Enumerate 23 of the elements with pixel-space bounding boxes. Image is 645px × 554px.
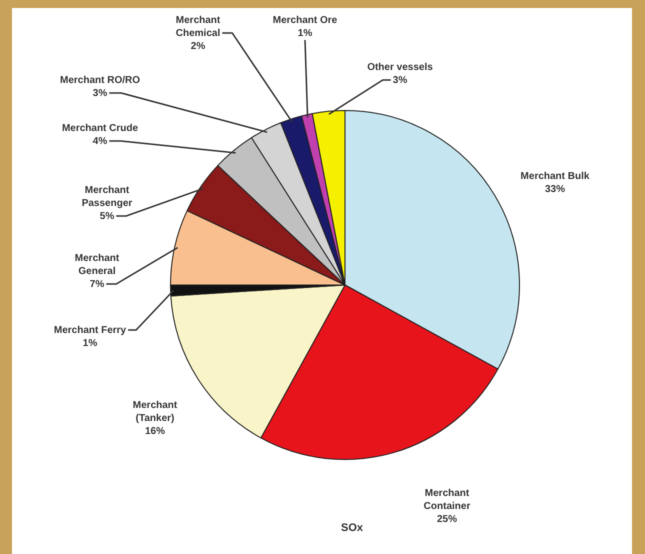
slice-label: Merchant Crude [62,122,138,134]
text: SOx [340,522,364,534]
slice-label: Merchant Bulk [520,170,590,182]
slice-label: Merchant (Tanker) [132,400,178,424]
slice-label: Other vessels [367,62,434,73]
data-label: 3% [392,74,408,86]
data-label: 2% [190,40,206,52]
data-label: 1% [82,338,98,349]
data-label: 4% [92,136,108,147]
data-label: 25% [436,514,458,525]
data-label: 33% [544,184,566,195]
data-label: 16% [144,426,166,437]
slice-label: Merchant Container [424,488,470,512]
data-label: 5% [100,210,114,222]
data-label: 1% [298,28,312,39]
slice-label: Merchant Passenger [82,184,132,209]
data-label: 7% [90,278,104,290]
slice-label: Merchant General [74,252,120,277]
slice-label: Merchant Ferry [54,324,127,336]
slice-label: Merchant RO/RO [60,74,140,86]
data-label: 3% [92,88,108,99]
slice-label: Merchant Chemical [176,14,221,39]
slice-label: Merchant Ore [272,14,338,26]
